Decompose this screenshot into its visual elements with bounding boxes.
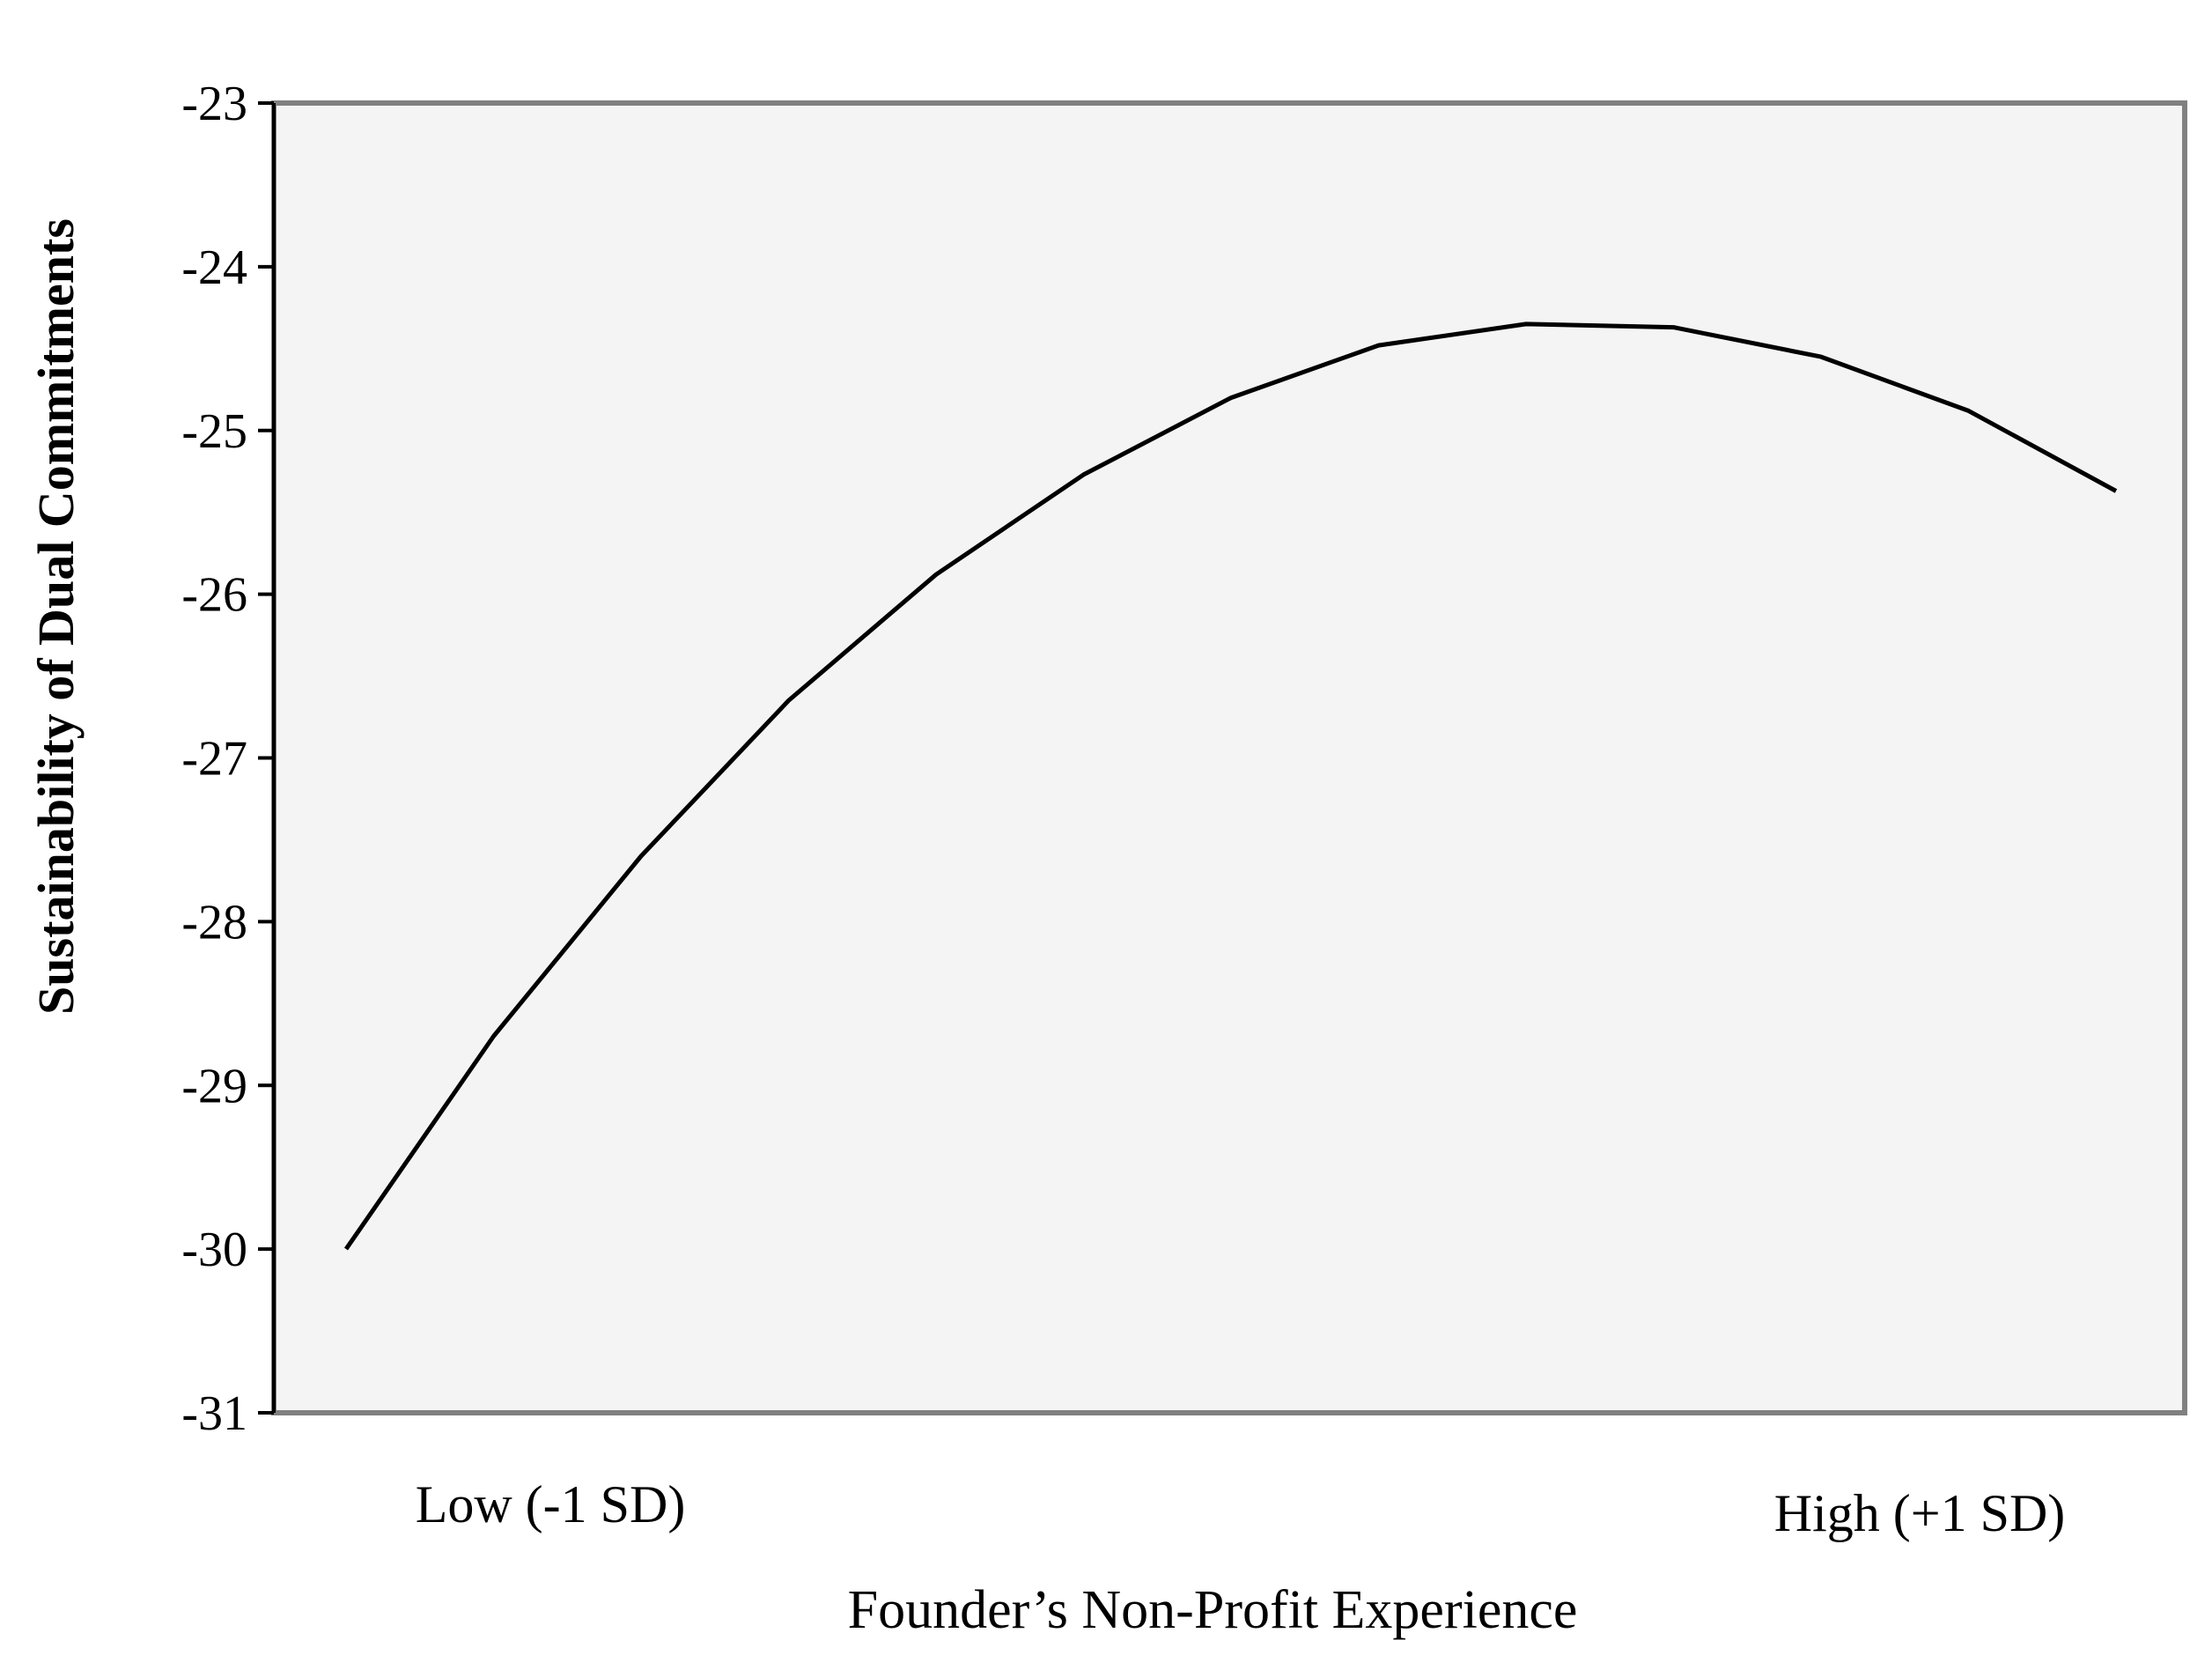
y-tick-label: -23 [181,77,247,131]
y-tick-label: -24 [181,240,247,295]
x-category-high: High (+1 SD) [1774,1484,2066,1542]
x-category-low: Low (-1 SD) [416,1475,686,1533]
y-tick-label: -28 [181,895,247,950]
y-tick-label: -31 [181,1386,247,1441]
y-tick-label: -27 [181,732,247,787]
y-ticks: -23 -24 -25 -26 -27 -28 -29 -30 -31 [181,77,274,1441]
series-line [343,321,2118,1251]
y-tick-label: -26 [181,568,247,623]
plot-area [271,100,2187,1415]
y-tick-label: -29 [181,1059,247,1113]
y-axis-title: Sustainability of Dual Commitments [27,218,85,1015]
y-tick-label: -25 [181,404,247,459]
y-tick-label: -30 [181,1223,247,1277]
x-axis-title: Founder’s Non-Profit Experience [848,1580,1578,1640]
